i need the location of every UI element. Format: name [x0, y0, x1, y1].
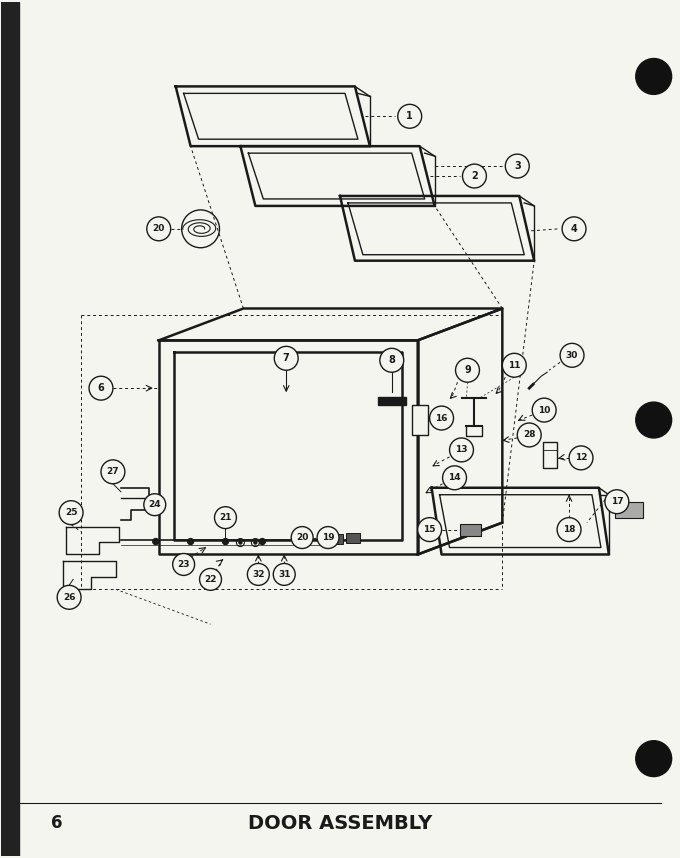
- Text: 13: 13: [455, 445, 468, 455]
- Bar: [378, 397, 406, 405]
- Circle shape: [569, 446, 593, 470]
- Text: 20: 20: [296, 533, 308, 542]
- Text: 22: 22: [204, 575, 217, 584]
- Circle shape: [101, 460, 125, 484]
- Circle shape: [153, 539, 158, 545]
- Circle shape: [317, 527, 339, 548]
- Circle shape: [89, 376, 113, 400]
- Polygon shape: [241, 146, 435, 206]
- Text: 32: 32: [252, 570, 265, 579]
- Text: 11: 11: [508, 360, 520, 370]
- Text: 3: 3: [514, 161, 521, 171]
- Circle shape: [259, 539, 265, 545]
- Text: 7: 7: [283, 353, 290, 363]
- Circle shape: [505, 154, 529, 178]
- Text: 17: 17: [611, 497, 623, 506]
- Bar: [615, 502, 643, 517]
- Text: 15: 15: [424, 525, 436, 534]
- Text: 31: 31: [278, 570, 290, 579]
- Polygon shape: [418, 309, 503, 554]
- Bar: [1, 2, 19, 856]
- Text: 14: 14: [448, 474, 461, 482]
- Circle shape: [418, 517, 441, 541]
- Circle shape: [636, 402, 672, 438]
- Circle shape: [560, 343, 584, 367]
- Text: 19: 19: [322, 533, 335, 542]
- Circle shape: [239, 541, 242, 544]
- Circle shape: [636, 58, 672, 94]
- Text: 24: 24: [148, 500, 161, 509]
- Text: 4: 4: [571, 224, 577, 234]
- Circle shape: [636, 740, 672, 776]
- Circle shape: [222, 539, 228, 545]
- Polygon shape: [439, 495, 601, 547]
- Circle shape: [273, 564, 295, 585]
- Circle shape: [430, 406, 454, 430]
- Circle shape: [188, 539, 194, 545]
- Text: 28: 28: [523, 431, 535, 439]
- Text: 9: 9: [464, 366, 471, 375]
- Text: 18: 18: [563, 525, 575, 534]
- Text: 12: 12: [575, 453, 588, 462]
- Circle shape: [254, 541, 257, 544]
- Polygon shape: [158, 341, 418, 554]
- Circle shape: [214, 507, 237, 529]
- Polygon shape: [340, 196, 534, 261]
- Circle shape: [605, 490, 629, 514]
- Text: 8: 8: [388, 355, 395, 366]
- Polygon shape: [173, 353, 402, 540]
- Bar: [460, 523, 481, 535]
- Text: 23: 23: [177, 560, 190, 569]
- Circle shape: [199, 569, 222, 590]
- Polygon shape: [184, 94, 358, 139]
- Circle shape: [59, 501, 83, 524]
- Circle shape: [456, 359, 479, 382]
- Circle shape: [443, 466, 466, 490]
- Polygon shape: [248, 153, 424, 199]
- Circle shape: [173, 553, 194, 576]
- Circle shape: [562, 217, 586, 241]
- Circle shape: [248, 564, 269, 585]
- Circle shape: [147, 217, 171, 241]
- Text: 1: 1: [407, 112, 413, 121]
- Circle shape: [274, 347, 298, 371]
- Circle shape: [462, 164, 486, 188]
- Polygon shape: [348, 203, 524, 255]
- Text: 21: 21: [219, 513, 232, 523]
- Polygon shape: [158, 309, 503, 341]
- Polygon shape: [175, 87, 370, 146]
- Text: 26: 26: [63, 593, 75, 601]
- Circle shape: [449, 438, 473, 462]
- Text: 27: 27: [107, 468, 119, 476]
- Circle shape: [503, 353, 526, 378]
- Text: 20: 20: [152, 224, 165, 233]
- Polygon shape: [432, 487, 609, 554]
- Text: 16: 16: [435, 414, 448, 422]
- Text: 2: 2: [471, 171, 478, 181]
- Bar: [543, 442, 557, 468]
- Text: 6: 6: [98, 384, 104, 393]
- Circle shape: [143, 493, 166, 516]
- Text: 6: 6: [51, 814, 63, 832]
- Circle shape: [57, 585, 81, 609]
- Text: 30: 30: [566, 351, 578, 360]
- Text: 10: 10: [538, 406, 550, 414]
- Bar: [323, 534, 343, 543]
- Text: DOOR ASSEMBLY: DOOR ASSEMBLY: [248, 814, 432, 833]
- Circle shape: [557, 517, 581, 541]
- Circle shape: [380, 348, 404, 372]
- Circle shape: [517, 423, 541, 447]
- Text: 25: 25: [65, 508, 78, 517]
- Circle shape: [398, 105, 422, 128]
- Bar: [346, 533, 360, 542]
- Circle shape: [291, 527, 313, 548]
- Bar: [411, 405, 428, 435]
- Circle shape: [532, 398, 556, 422]
